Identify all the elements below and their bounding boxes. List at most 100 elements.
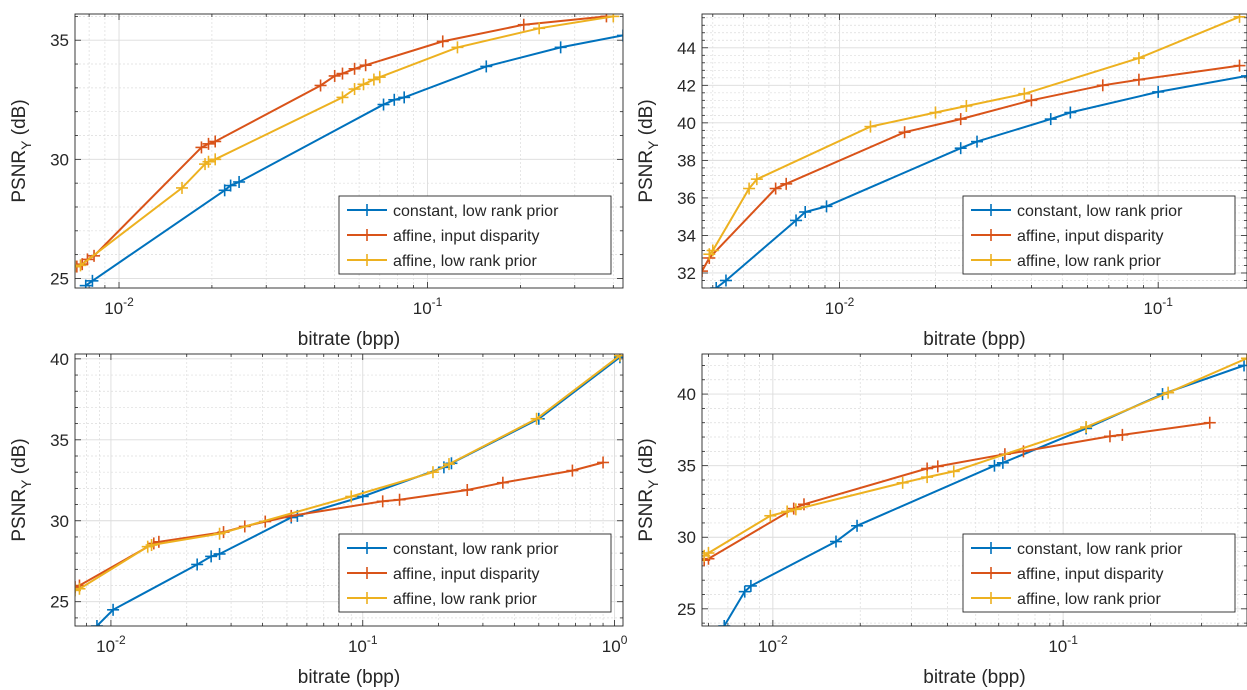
data-point-marker [107, 603, 120, 616]
data-point-marker [75, 260, 81, 273]
axes-box [701, 13, 1247, 289]
legend-item: affine, input disparity [971, 566, 1163, 583]
data-point-marker [931, 460, 944, 473]
series-group [75, 354, 623, 626]
x-tick-exponent: -2 [115, 633, 126, 647]
x-tick-base: 10 [96, 637, 115, 656]
data-point-marker [209, 153, 222, 166]
data-point-marker [393, 493, 406, 506]
data-point-marker [145, 539, 158, 552]
data-point-marker [799, 205, 812, 218]
x-tick-label: 10-2 [758, 633, 788, 656]
data-point-marker [781, 505, 794, 518]
data-point-marker [373, 71, 386, 84]
y-label-subscript: Y [645, 479, 661, 489]
legend-item: affine, input disparity [347, 566, 539, 583]
data-point-marker [1132, 52, 1145, 65]
data-point-marker [566, 464, 579, 477]
x-tick-exponent: -1 [367, 633, 378, 647]
data-point-marker [367, 73, 380, 86]
data-point-marker [750, 173, 763, 186]
data-point-marker [376, 495, 389, 508]
y-tick-label: 25 [677, 600, 696, 619]
data-point-marker [377, 98, 390, 111]
data-point-marker [718, 620, 731, 626]
x-tick-label: 10-2 [104, 295, 134, 318]
y-label-subscript: Y [18, 140, 34, 150]
data-point-marker [348, 83, 361, 96]
data-point-marker [1044, 113, 1057, 126]
data-point-marker [597, 456, 610, 469]
x-tick-base: 10 [348, 637, 367, 656]
data-point-marker [797, 498, 810, 511]
x-tick-label: 10-1 [1143, 295, 1173, 318]
data-point-marker [898, 126, 911, 139]
x-tick-label: 10-1 [413, 295, 443, 318]
y-axis-label: PSNRY (dB) [9, 99, 34, 202]
y-tick-label: 40 [50, 350, 69, 369]
data-point-marker [743, 182, 756, 195]
data-point-marker [426, 466, 439, 479]
legend-item: affine, low rank prior [347, 591, 537, 608]
legend-item: affine, input disparity [347, 228, 539, 245]
data-point-marker [86, 274, 99, 287]
data-point-marker [1152, 85, 1165, 98]
data-point-marker [1103, 430, 1116, 443]
legend-item: affine, low rank prior [971, 253, 1161, 270]
y-label-main: PSNR [9, 489, 30, 542]
data-point-marker [719, 274, 732, 287]
legend: constant, low rank prior affine, input di… [962, 533, 1236, 613]
data-point-marker [496, 476, 509, 489]
data-point-marker [213, 547, 226, 560]
y-label-main: PSNR [636, 150, 657, 203]
data-point-marker [533, 22, 546, 35]
data-point-marker [195, 141, 208, 154]
legend-label: affine, low rank prior [1017, 591, 1161, 608]
x-tick-exponent: -1 [1067, 633, 1078, 647]
data-point-marker [152, 535, 165, 548]
data-point-marker [954, 142, 967, 155]
x-tick-exponent: -2 [123, 295, 134, 309]
x-tick-label: 10-2 [96, 633, 126, 656]
y-tick-label: 44 [677, 39, 696, 58]
data-point-marker [224, 179, 237, 192]
x-tick-base: 10 [104, 299, 123, 318]
x-tick-base: 10 [602, 637, 621, 656]
data-point-marker [480, 60, 493, 73]
x-tick-label: 10-1 [348, 633, 378, 656]
y-label-unit: (dB) [9, 99, 30, 140]
data-point-marker [1018, 87, 1031, 100]
y-tick-label: 35 [50, 31, 69, 50]
data-point-marker [744, 579, 757, 592]
legend-item: constant, low rank prior [347, 203, 559, 220]
data-point-marker [530, 412, 543, 425]
data-point-marker [79, 279, 92, 288]
legend-label: affine, input disparity [1017, 566, 1163, 583]
y-label-unit: (dB) [9, 438, 30, 479]
legend-label: affine, input disparity [393, 228, 539, 245]
x-axis-label: bitrate (bpp) [298, 667, 400, 688]
series-line-2 [75, 15, 614, 268]
axes-box [74, 353, 624, 627]
x-tick-label: 10-2 [825, 295, 855, 318]
data-point-marker [314, 79, 327, 92]
x-tick-label: 100 [602, 633, 628, 656]
data-point-marker [202, 137, 215, 150]
y-tick-label: 36 [677, 189, 696, 208]
data-point-marker [1241, 69, 1247, 82]
x-tick-exponent: -2 [777, 633, 788, 647]
data-point-marker [554, 41, 567, 54]
data-point-marker [947, 465, 960, 478]
data-point-marker [1080, 421, 1093, 434]
series-group [75, 14, 623, 288]
y-label-unit: (dB) [636, 438, 657, 479]
data-point-marker [1203, 416, 1216, 429]
data-point-marker [960, 99, 973, 112]
data-point-marker [789, 503, 802, 516]
data-point-marker [1025, 94, 1038, 107]
data-point-marker [442, 458, 455, 471]
x-tick-base: 10 [758, 637, 777, 656]
